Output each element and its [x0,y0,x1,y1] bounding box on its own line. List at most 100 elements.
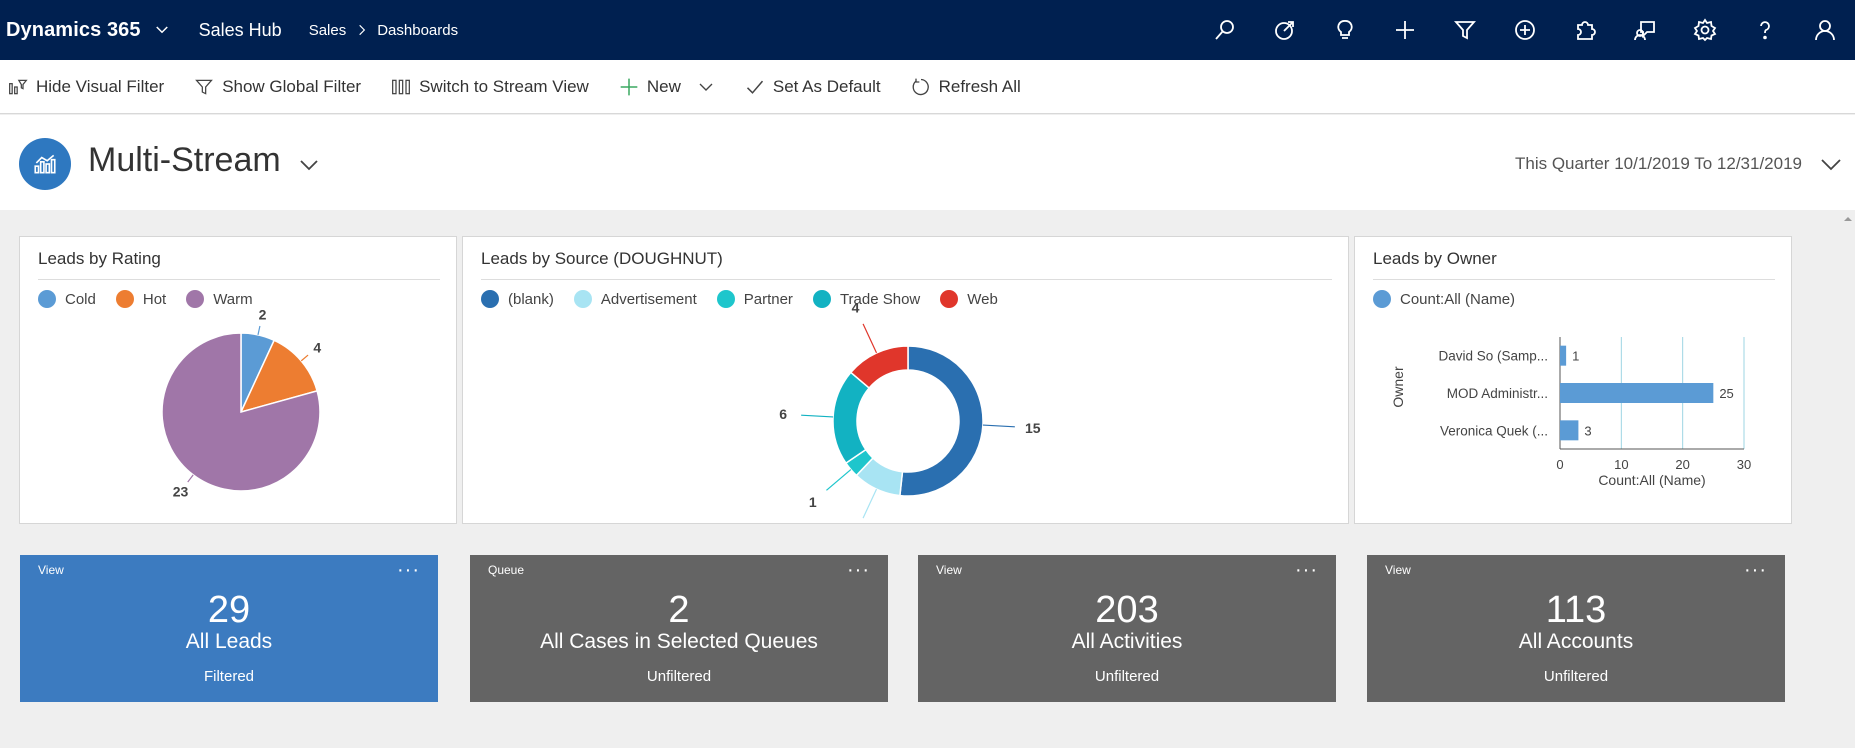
new-label: New [646,76,681,96]
legend-label: Trade Show [839,290,921,308]
tile-all-accounts[interactable]: View ··· 113 All Accounts Unfiltered [1367,555,1785,702]
leader-line [982,424,1015,428]
chevron-down-icon[interactable] [697,78,715,96]
hide-visual-filter-button[interactable]: Hide Visual Filter [8,77,164,97]
bar[interactable] [1560,383,1714,403]
add-icon[interactable] [1375,0,1435,60]
tile-status: Filtered [203,668,255,685]
leader-line [300,354,309,362]
category-label: Veronica Quek (... [1440,423,1548,438]
tile-kind: Queue [488,563,525,577]
tile-name: All Leads [185,630,273,653]
data-label: 1 [809,494,817,510]
data-label: 2 [259,306,267,322]
leader-line [187,474,194,483]
category-label: MOD Administr... [1447,386,1548,401]
switch-stream-view-label: Switch to Stream View [419,76,589,96]
data-label: 15 [1025,420,1041,436]
filter-icon[interactable] [1435,0,1495,60]
data-label: 1 [1572,349,1579,364]
puzzle-icon[interactable] [1555,0,1615,60]
y-axis-label: Owner [1390,366,1406,408]
user-icon[interactable] [1795,0,1855,60]
show-global-filter-button[interactable]: Show Global Filter [194,77,361,97]
slice-hot[interactable] [239,339,319,414]
search-icon[interactable] [1195,0,1255,60]
refresh-icon [912,78,929,95]
legend-item-partner[interactable]: Partner [716,290,793,308]
data-label: 23 [173,484,189,500]
breadcrumb-sales[interactable]: Sales [308,21,347,39]
legend-item-warm[interactable]: Warm [186,290,253,308]
circle-add-icon[interactable] [1495,0,1555,60]
leader-line [801,414,834,418]
gear-icon[interactable] [1675,0,1735,60]
more-options-icon[interactable]: ··· [1744,559,1767,581]
bar[interactable] [1560,420,1579,441]
tile-status: Unfiltered [1543,668,1609,685]
top-navigation-bar: Dynamics 365 Sales Hub Sales Dashboards [0,0,1855,60]
tile-count: 29 [207,589,251,631]
help-icon[interactable] [1735,0,1795,60]
legend-item-count[interactable]: Count:All (Name) [1373,290,1515,308]
chart-card-leads-by-owner: Leads by Owner Count:All (Name) 0 10 20 30 1… [1354,236,1792,524]
more-options-icon[interactable]: ··· [1295,559,1318,581]
tile-count: 2 [668,589,690,631]
legend-item-trade-show[interactable]: Trade Show [812,290,921,308]
switch-stream-view-button[interactable]: Switch to Stream View [391,77,589,97]
tile-all-cases[interactable]: Queue ··· 2 All Cases in Selected Queues… [470,555,888,702]
tile-kind: View [1385,563,1411,577]
slice-blank[interactable] [899,345,984,497]
legend-item-web[interactable]: Web [940,290,998,308]
chevron-down-icon[interactable] [153,21,171,39]
brand-name[interactable]: Dynamics 365 [6,18,141,41]
dashboard-header: Multi-Stream This Quarter 10/1/2019 To 1… [0,115,1855,210]
data-label: 4 [313,339,321,355]
chevron-right-icon [359,24,366,36]
filter-icon [195,79,214,95]
slice-web[interactable] [849,345,909,390]
more-options-icon[interactable]: ··· [847,559,870,581]
chart-legend: Count:All (Name) [1373,290,1535,308]
legend-swatch [573,290,592,308]
legend-item-advertisement[interactable]: Advertisement [573,290,697,308]
legend-item-blank[interactable]: (blank) [481,290,554,308]
data-label: 6 [779,406,787,422]
recent-icon[interactable] [1255,0,1315,60]
bar-chart: 0 10 20 30 1 David So (Samp... 25 MOD Administr… [1390,337,1751,488]
period-filter[interactable]: This Quarter 10/1/2019 To 12/31/2019 [1515,154,1802,173]
command-bar: Hide Visual Filter Show Global Filter Sw… [0,60,1855,114]
tile-all-leads[interactable]: View ··· 29 All Leads Filtered [20,555,438,702]
chevron-down-icon[interactable] [297,153,321,177]
more-options-icon[interactable]: ··· [397,559,420,581]
lightbulb-icon[interactable] [1315,0,1375,60]
checkmark-icon [746,80,763,94]
breadcrumb-dashboards[interactable]: Dashboards [377,21,459,39]
refresh-all-button[interactable]: Refresh All [911,77,1021,97]
scroll-up-icon[interactable] [1843,214,1853,224]
legend-swatch [1373,290,1391,308]
bar[interactable] [1560,345,1567,366]
leader-line [862,323,878,354]
leader-line [862,488,878,519]
legend-item-cold[interactable]: Cold [38,290,96,308]
tile-kind: View [38,563,64,577]
legend-swatch [481,290,499,308]
stream-view-icon [392,79,411,94]
slice-tradeshow[interactable] [832,371,871,465]
chart-title: Leads by Rating [38,249,161,268]
tile-all-activities[interactable]: View ··· 203 All Activities Unfiltered [918,555,1336,702]
legend-swatch [115,290,134,308]
legend-swatch [38,290,56,308]
leader-line [257,325,261,335]
legend-item-hot[interactable]: Hot [115,290,166,308]
chevron-down-icon[interactable] [1819,153,1843,177]
legend-label: Count:All (Name) [1400,290,1516,308]
tile-count: 203 [1095,589,1159,631]
tick-label: 20 [1675,457,1689,472]
app-name[interactable]: Sales Hub [198,19,282,40]
set-as-default-button[interactable]: Set As Default [745,77,881,97]
new-button[interactable]: New [619,77,715,97]
legend-swatch [812,290,831,308]
assistant-icon[interactable] [1615,0,1675,60]
